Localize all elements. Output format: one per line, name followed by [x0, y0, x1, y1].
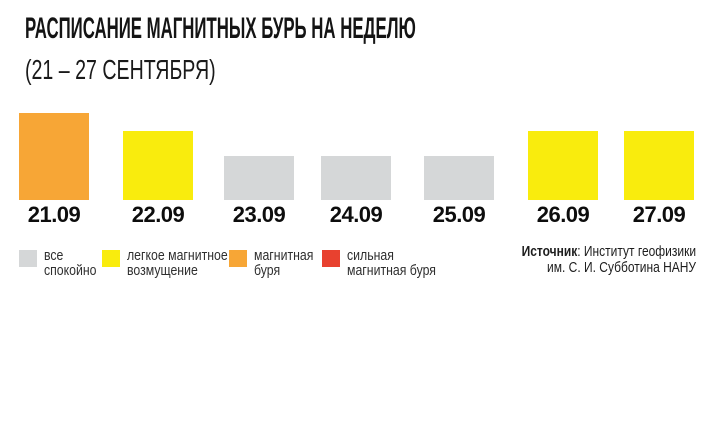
swatch-storm	[229, 250, 247, 267]
bar-column: 27.09	[624, 0, 694, 230]
date-label: 23.09	[232, 202, 286, 227]
bar-column: 24.09	[321, 0, 391, 230]
bar-column: 22.09	[123, 0, 193, 230]
bar-column: 23.09	[224, 0, 294, 230]
date-label: 24.09	[329, 202, 383, 227]
storm-level-bar	[528, 131, 598, 200]
legend-label: легкое магнитное возмущение	[127, 247, 228, 279]
date-label: 25.09	[432, 202, 486, 227]
date-label: 22.09	[131, 202, 185, 227]
legend-item-light-disturbance: легкое магнитное возмущение	[102, 246, 250, 278]
date-label: 27.09	[632, 202, 686, 227]
source-label: Источник	[521, 243, 578, 260]
storm-level-bar	[424, 156, 494, 200]
date-label: 26.09	[536, 202, 590, 227]
storm-level-bar	[224, 156, 294, 200]
legend-item-calm: все спокойно	[19, 246, 108, 278]
swatch-severe-storm	[322, 250, 340, 267]
source-note: Источник: Институт геофизики им. С. И. С…	[522, 244, 696, 276]
source-line-1: Источник: Институт геофизики	[522, 244, 696, 260]
source-text: : Институт геофизики	[577, 243, 696, 260]
storm-level-bar	[624, 131, 694, 200]
legend-label: все спокойно	[44, 247, 97, 279]
bar-column: 25.09	[424, 0, 494, 230]
legend-label: сильная магнитная буря	[347, 247, 436, 279]
page-title: РАСПИСАНИЕ МАГНИТНЫХ БУРЬ НА НЕДЕЛЮ	[25, 12, 416, 45]
storm-level-bar	[321, 156, 391, 200]
swatch-light-disturbance	[102, 250, 120, 267]
bar-column: 26.09	[528, 0, 598, 230]
legend-item-severe-storm: сильная магнитная буря	[322, 246, 455, 278]
storm-bar-chart: 21.09 22.09 23.09 24.09 25.09 26.09 27.0…	[19, 0, 694, 230]
legend-label: магнитная буря	[254, 247, 314, 279]
bar-column: 21.09	[19, 0, 89, 230]
legend-item-storm: магнитная буря	[229, 246, 326, 278]
date-label: 21.09	[27, 202, 81, 227]
swatch-calm	[19, 250, 37, 267]
page-subtitle: (21 – 27 СЕНТЯБРЯ)	[25, 54, 216, 85]
source-line-2: им. С. И. Субботина НАНУ	[547, 259, 696, 276]
storm-level-bar	[123, 131, 193, 200]
storm-level-bar	[19, 113, 89, 200]
